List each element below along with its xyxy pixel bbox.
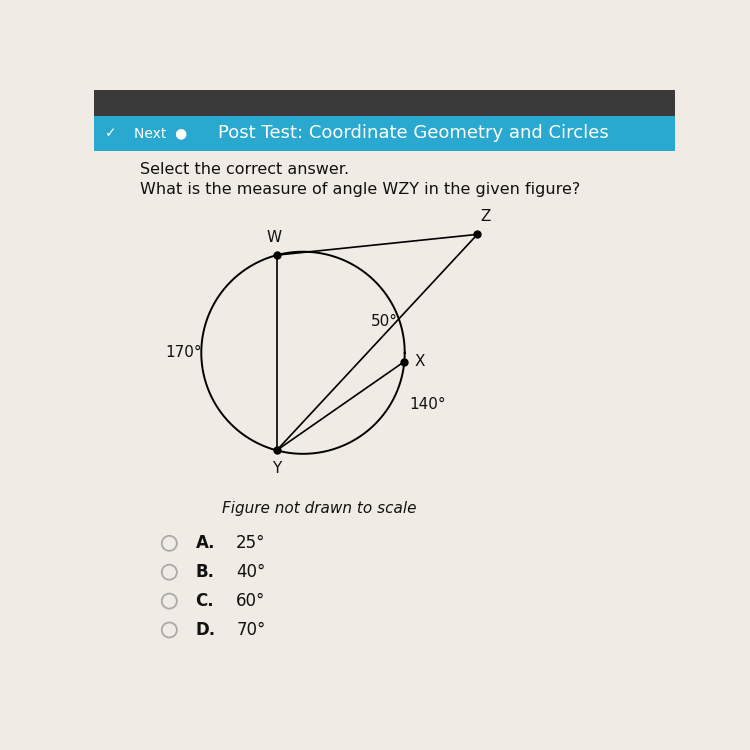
Text: 50°: 50° bbox=[370, 314, 398, 328]
Text: Next  ●: Next ● bbox=[134, 126, 188, 140]
Text: 60°: 60° bbox=[236, 592, 266, 610]
FancyBboxPatch shape bbox=[94, 116, 675, 151]
Text: D.: D. bbox=[196, 621, 215, 639]
Text: 25°: 25° bbox=[236, 534, 266, 552]
Text: C.: C. bbox=[196, 592, 214, 610]
FancyBboxPatch shape bbox=[94, 90, 675, 116]
Text: What is the measure of angle WZY in the given figure?: What is the measure of angle WZY in the … bbox=[140, 182, 580, 196]
Text: 70°: 70° bbox=[236, 621, 266, 639]
Text: 140°: 140° bbox=[410, 398, 446, 412]
Text: Post Test: Coordinate Geometry and Circles: Post Test: Coordinate Geometry and Circl… bbox=[218, 124, 609, 142]
Text: A.: A. bbox=[196, 534, 215, 552]
Text: Select the correct answer.: Select the correct answer. bbox=[140, 162, 350, 177]
Text: W: W bbox=[266, 230, 281, 244]
Text: 40°: 40° bbox=[236, 563, 266, 581]
Text: Z: Z bbox=[480, 209, 490, 224]
Text: B.: B. bbox=[196, 563, 214, 581]
Text: 170°: 170° bbox=[166, 345, 202, 360]
Text: ✓: ✓ bbox=[105, 126, 117, 140]
Text: X: X bbox=[415, 354, 425, 369]
Text: Y: Y bbox=[272, 460, 281, 476]
Text: Figure not drawn to scale: Figure not drawn to scale bbox=[222, 501, 416, 516]
